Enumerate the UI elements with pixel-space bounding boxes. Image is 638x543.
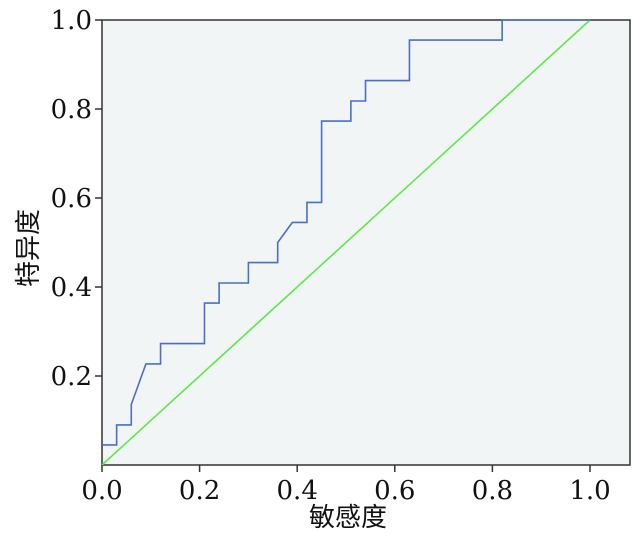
roc-curve bbox=[102, 19, 590, 446]
x-tick-label: 1.0 bbox=[569, 476, 610, 506]
y-tick-label: 0.4 bbox=[51, 273, 92, 303]
plot-frame bbox=[101, 19, 631, 466]
x-tick-label: 0.2 bbox=[179, 476, 220, 506]
x-axis-title: 敏感度 bbox=[309, 503, 387, 533]
x-tick-label: 0.4 bbox=[277, 476, 318, 506]
x-tick-label: 0.0 bbox=[81, 476, 122, 506]
y-tick-label: 1.0 bbox=[51, 6, 92, 36]
series-layer bbox=[101, 19, 591, 466]
y-axis-title: 特异度 bbox=[14, 209, 44, 287]
y-tick-label: 0.8 bbox=[51, 95, 92, 125]
x-tick-label: 0.6 bbox=[374, 476, 415, 506]
y-tick-label: 0.6 bbox=[51, 184, 92, 214]
axes bbox=[101, 19, 631, 466]
y-tick-label: 0.2 bbox=[51, 362, 92, 392]
tick-labels: 0.0 0.2 0.4 0.6 0.8 1.0 0.2 0.4 0.6 0.8 1.0 bbox=[51, 6, 611, 506]
x-tick-label: 0.8 bbox=[472, 476, 513, 506]
reference-line bbox=[101, 19, 591, 466]
